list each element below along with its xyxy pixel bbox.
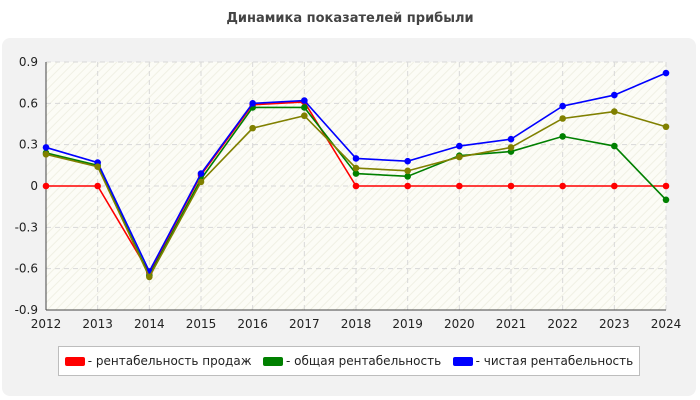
legend-label: - общая рентабельность: [286, 354, 442, 368]
x-tick-label: 2019: [392, 317, 423, 331]
legend-swatch: [263, 356, 284, 366]
x-tick-label: 2021: [496, 317, 527, 331]
y-tick-label: 0: [30, 179, 38, 193]
data-point: [352, 164, 360, 172]
data-point: [507, 144, 515, 151]
data-point: [352, 182, 360, 190]
data-point: [611, 142, 618, 150]
legend-swatch: [452, 356, 473, 366]
x-tick-label: 2022: [547, 317, 578, 331]
x-tick-label: 2023: [599, 317, 630, 331]
data-point: [404, 173, 411, 180]
data-point: [42, 144, 50, 151]
data-point: [42, 182, 50, 190]
data-point: [249, 124, 256, 132]
data-point: [559, 115, 566, 122]
y-tick-label: 0.6: [19, 96, 38, 110]
data-point: [507, 182, 515, 190]
y-tick-label: 0.9: [19, 55, 38, 69]
data-point: [456, 153, 463, 161]
data-point: [352, 170, 360, 177]
x-tick-label: 2016: [237, 317, 268, 331]
x-tick-label: 2017: [289, 317, 320, 331]
legend-label: - чистая рентабельность: [475, 354, 634, 368]
legend-item: - чистая рентабельность: [452, 354, 634, 368]
y-tick-label: -0.9: [15, 303, 38, 317]
data-point: [559, 182, 566, 190]
data-point: [94, 163, 101, 171]
data-point: [249, 100, 256, 107]
data-point: [197, 178, 205, 186]
data-point: [611, 182, 618, 190]
x-tick-label: 2012: [31, 317, 62, 331]
data-point: [352, 155, 360, 162]
data-point: [662, 182, 670, 190]
data-point: [456, 182, 463, 190]
x-tick-label: 2013: [82, 317, 113, 331]
data-point: [559, 133, 566, 140]
data-point: [611, 91, 618, 99]
data-point: [662, 196, 670, 204]
x-tick-label: 2014: [134, 317, 165, 331]
y-tick-label: 0.3: [19, 138, 38, 152]
legend-label: - рентабельность продаж: [87, 354, 252, 368]
data-point: [42, 151, 50, 158]
y-tick-label: -0.3: [15, 220, 38, 234]
data-point: [404, 182, 411, 190]
x-tick-label: 2020: [444, 317, 475, 331]
legend-item: - рентабельность продаж: [64, 354, 252, 368]
data-point: [301, 97, 308, 104]
legend: - рентабельность продаж - общая рентабель…: [58, 346, 640, 376]
x-tick-label: 2018: [341, 317, 372, 331]
data-point: [611, 108, 618, 115]
data-point: [507, 135, 515, 143]
data-point: [146, 273, 153, 281]
data-point: [662, 123, 670, 131]
x-tick-label: 2015: [186, 317, 217, 331]
data-point: [456, 142, 463, 150]
data-point: [662, 69, 670, 77]
x-tick-label: 2024: [651, 317, 682, 331]
data-point: [404, 167, 411, 175]
data-point: [197, 170, 205, 177]
data-point: [301, 112, 308, 120]
data-point: [559, 102, 566, 110]
data-point: [94, 182, 101, 190]
legend-swatch: [64, 356, 85, 366]
data-point: [301, 104, 308, 111]
data-point: [404, 157, 411, 165]
legend-item: - общая рентабельность: [263, 354, 441, 368]
chart-title: Динамика показателей прибыли: [226, 11, 474, 26]
y-tick-label: -0.6: [15, 262, 38, 276]
